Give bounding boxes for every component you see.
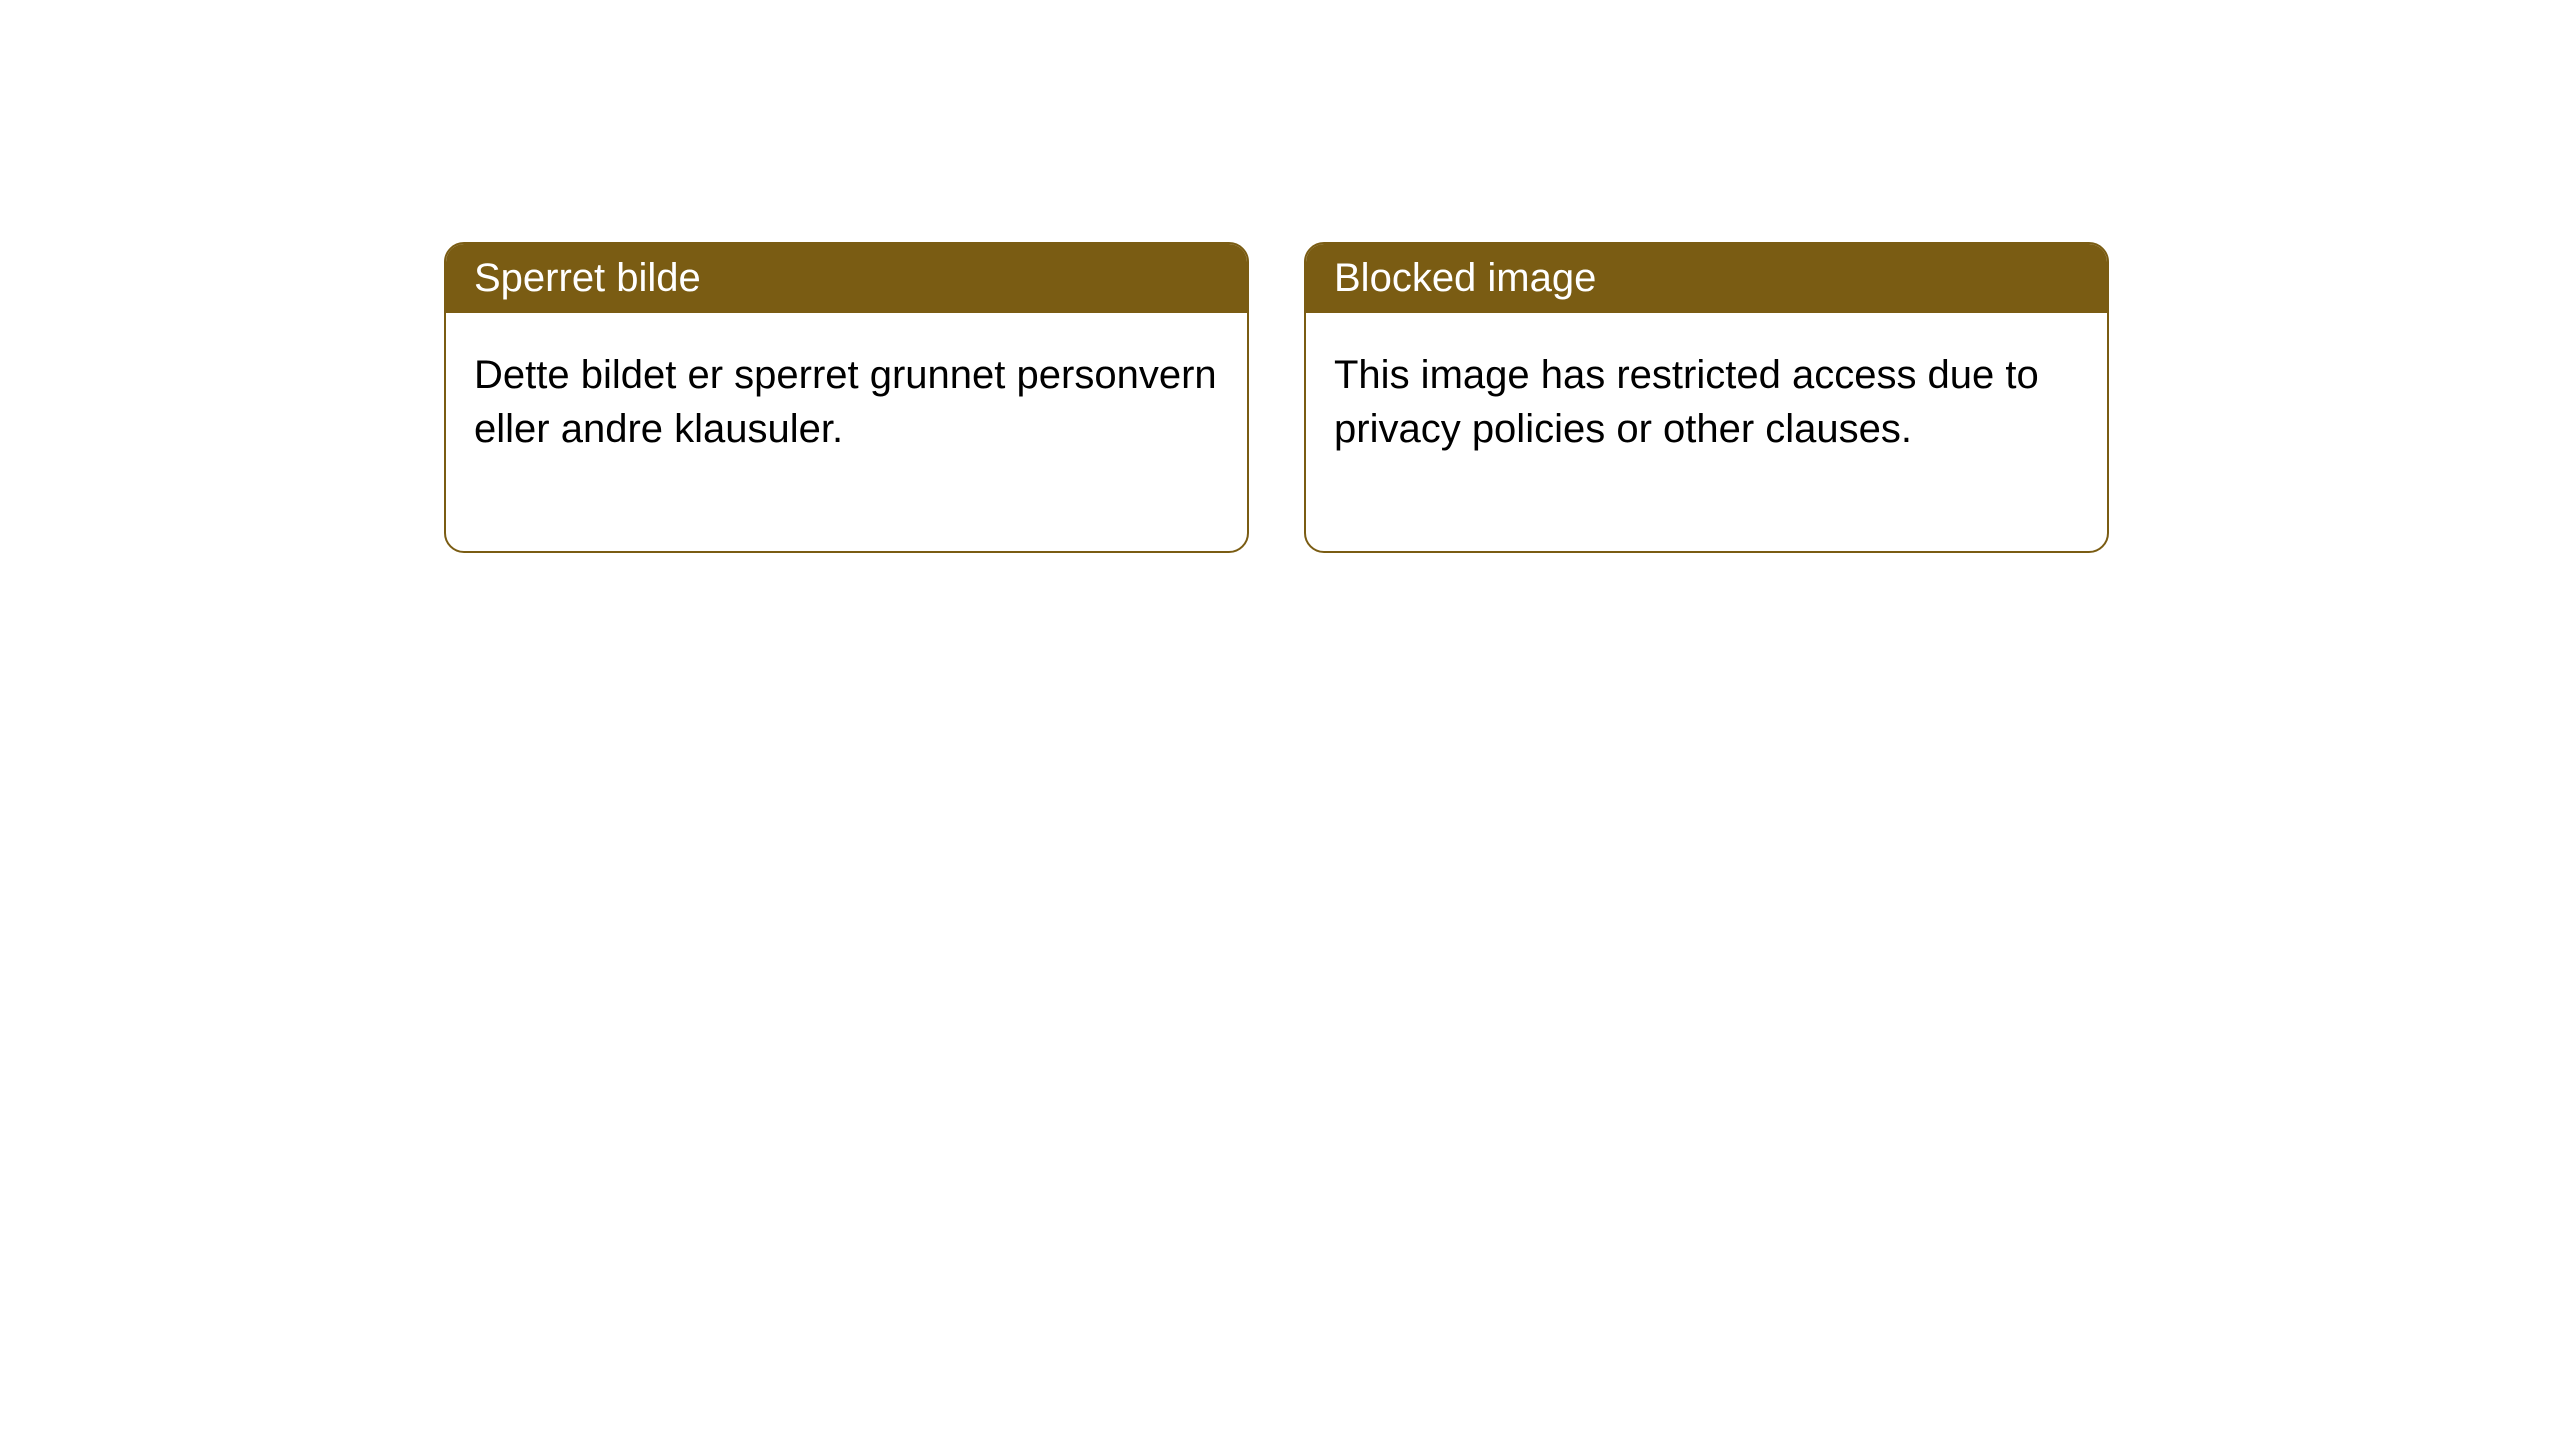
- card-header: Blocked image: [1306, 244, 2107, 313]
- card-body: Dette bildet er sperret grunnet personve…: [446, 313, 1247, 551]
- card-header: Sperret bilde: [446, 244, 1247, 313]
- card-message: This image has restricted access due to …: [1334, 353, 2039, 451]
- notice-container: Sperret bilde Dette bildet er sperret gr…: [0, 0, 2560, 553]
- notice-card-english: Blocked image This image has restricted …: [1304, 242, 2109, 553]
- notice-card-norwegian: Sperret bilde Dette bildet er sperret gr…: [444, 242, 1249, 553]
- card-message: Dette bildet er sperret grunnet personve…: [474, 353, 1217, 451]
- card-title: Sperret bilde: [474, 256, 701, 300]
- card-body: This image has restricted access due to …: [1306, 313, 2107, 551]
- card-title: Blocked image: [1334, 256, 1596, 300]
